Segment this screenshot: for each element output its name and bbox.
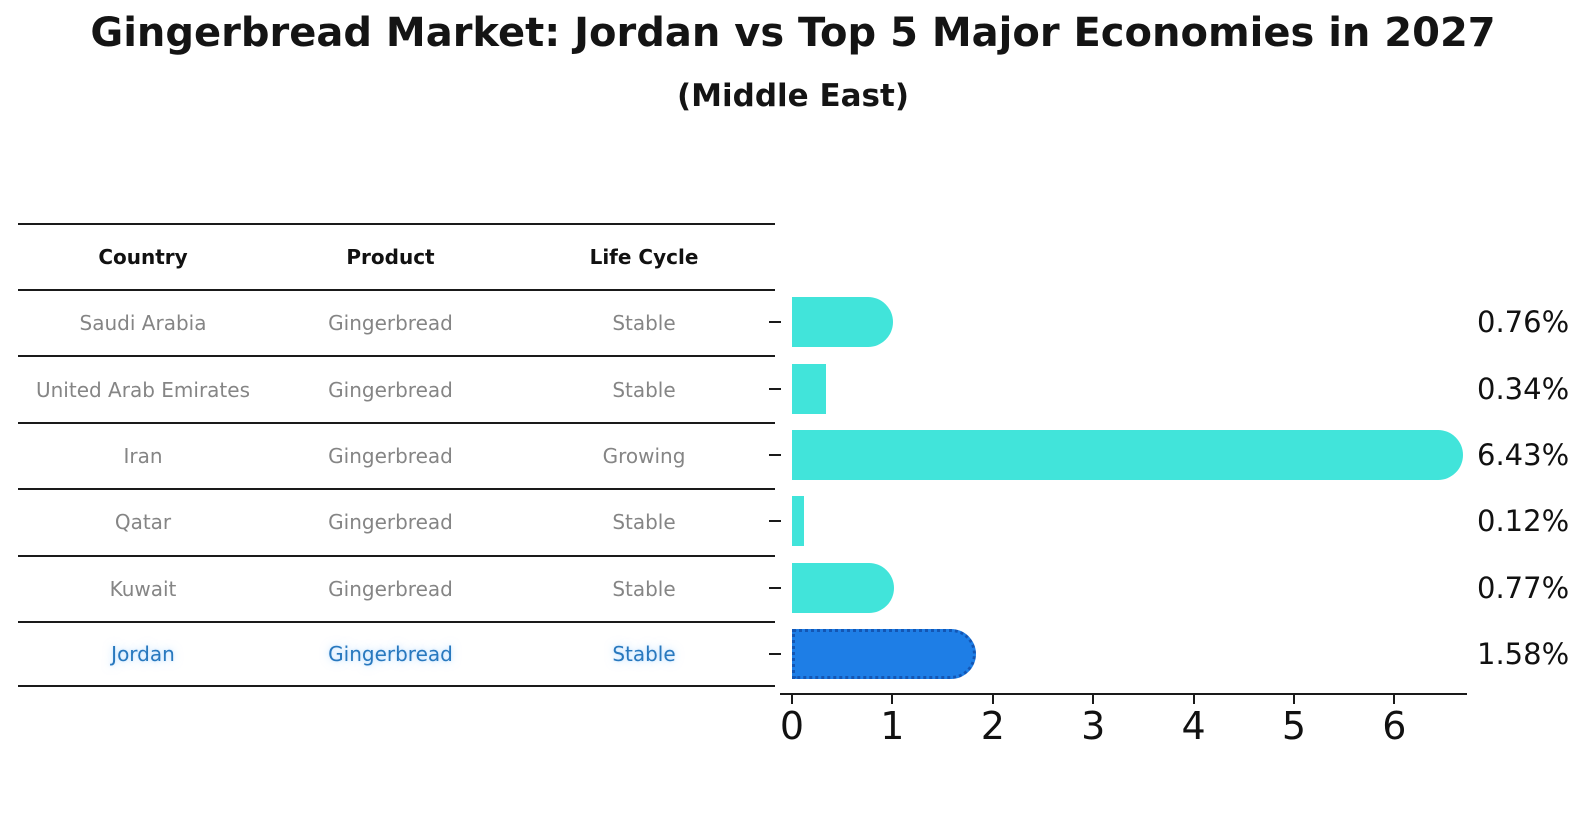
table-cell: United Arab Emirates bbox=[35, 377, 250, 402]
bar-iran bbox=[792, 430, 1463, 480]
x-tick bbox=[1393, 695, 1396, 704]
table-cell: Kuwait bbox=[109, 576, 177, 601]
table-row: Kuwait Gingerbread Stable bbox=[18, 554, 775, 621]
bar-jordan bbox=[792, 629, 976, 680]
value-label: 1.58% bbox=[1477, 637, 1570, 672]
table-cell: Saudi Arabia bbox=[79, 311, 207, 336]
y-tick bbox=[769, 520, 781, 523]
table-row: Jordan Gingerbread Stable bbox=[18, 620, 775, 688]
page-title: Gingerbread Market: Jordan vs Top 5 Majo… bbox=[90, 10, 1496, 56]
table-row: Qatar Gingerbread Stable bbox=[18, 488, 775, 554]
table-cell: Stable bbox=[612, 311, 676, 336]
table-cell: Gingerbread bbox=[328, 510, 453, 535]
x-tick-label: 5 bbox=[1281, 704, 1307, 748]
x-tick bbox=[991, 695, 994, 704]
table-cell: Growing bbox=[602, 443, 686, 468]
x-tick bbox=[1293, 695, 1295, 704]
x-tick bbox=[891, 695, 894, 704]
value-label: 0.77% bbox=[1477, 570, 1570, 605]
x-tick-label: 0 bbox=[779, 704, 805, 748]
value-label: 0.34% bbox=[1477, 371, 1570, 406]
table-row: Country Product Life Cycle bbox=[18, 223, 775, 289]
country-table: Country Product Life Cycle Saudi Arabia Ging… bbox=[18, 223, 775, 688]
table-cell: Stable bbox=[612, 377, 676, 402]
x-tick-label: 4 bbox=[1181, 704, 1206, 748]
table-header-cell: Country bbox=[98, 245, 188, 269]
bar-qatar bbox=[792, 496, 805, 547]
bar-kuwait bbox=[792, 562, 895, 613]
table-cell: Gingerbread bbox=[328, 642, 453, 667]
y-tick bbox=[769, 653, 781, 656]
table-row: United Arab Emirates Gingerbread Stable bbox=[18, 355, 775, 421]
value-label: 0.12% bbox=[1477, 504, 1570, 539]
y-tick bbox=[769, 387, 781, 390]
x-tick bbox=[1192, 695, 1195, 704]
x-tick-label: 2 bbox=[980, 704, 1005, 748]
y-tick bbox=[769, 321, 781, 324]
x-axis-line bbox=[780, 693, 1467, 695]
y-tick bbox=[769, 454, 781, 456]
table-cell: Gingerbread bbox=[328, 311, 453, 336]
table-row: Iran Gingerbread Growing bbox=[18, 421, 775, 488]
table-cell: Stable bbox=[612, 510, 676, 535]
x-tick-label: 6 bbox=[1382, 704, 1407, 748]
table-cell: Iran bbox=[123, 443, 163, 468]
x-tick-label: 1 bbox=[880, 704, 905, 748]
x-tick-label: 3 bbox=[1081, 704, 1106, 748]
table-cell: Stable bbox=[612, 576, 676, 601]
y-tick bbox=[769, 586, 781, 589]
bar-united-arab-emirates bbox=[792, 363, 827, 414]
table-cell: Stable bbox=[612, 642, 676, 667]
table-row: Saudi Arabia Gingerbread Stable bbox=[18, 289, 775, 355]
value-label: 6.43% bbox=[1477, 438, 1570, 472]
table-cell: Gingerbread bbox=[328, 377, 453, 402]
table-cell: Gingerbread bbox=[328, 443, 453, 468]
table-header-cell: Product bbox=[346, 245, 435, 269]
value-label: 0.76% bbox=[1477, 305, 1570, 340]
table-cell: Jordan bbox=[111, 642, 175, 667]
x-tick bbox=[791, 695, 793, 704]
table-header-cell: Life Cycle bbox=[589, 245, 699, 269]
table-cell: Qatar bbox=[114, 510, 172, 535]
x-tick bbox=[1092, 695, 1095, 704]
bar-saudi-arabia bbox=[792, 297, 894, 348]
table-cell: Gingerbread bbox=[328, 576, 453, 601]
page-subtitle: (Middle East) bbox=[676, 78, 909, 114]
